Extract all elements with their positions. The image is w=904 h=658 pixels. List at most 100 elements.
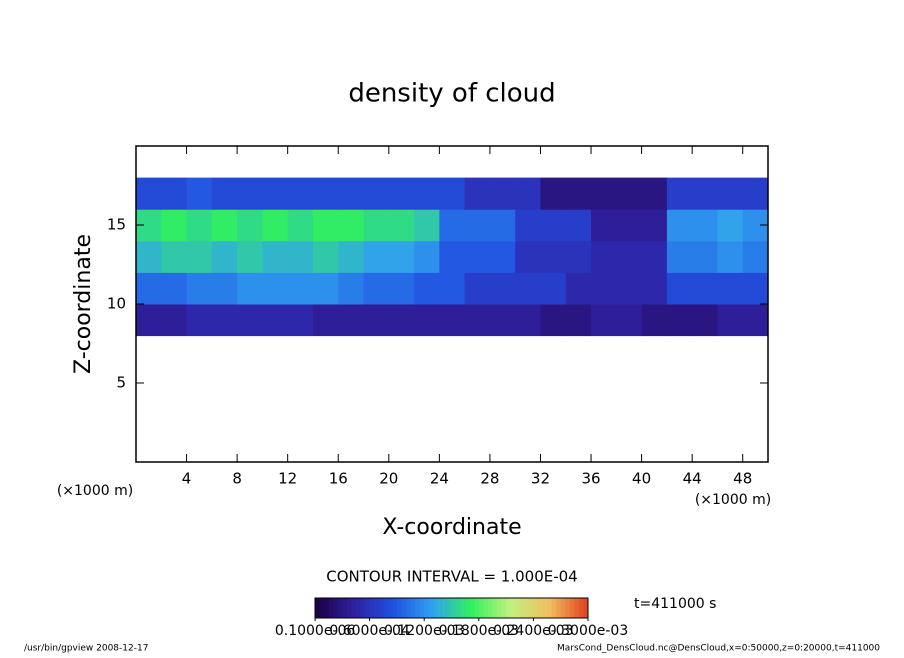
y-axis-label: Z-coordinate xyxy=(71,234,96,374)
x-tick-label: 20 xyxy=(379,470,398,488)
heat-cell xyxy=(439,209,466,242)
heat-cell xyxy=(641,304,668,337)
heat-cell xyxy=(388,240,415,273)
heat-cell xyxy=(388,177,415,210)
heat-cell xyxy=(489,240,516,273)
colorbar-swatch xyxy=(433,598,439,618)
heat-cell xyxy=(742,304,769,337)
heat-cell xyxy=(312,304,339,337)
x-tick-label: 36 xyxy=(581,470,600,488)
heat-cell xyxy=(186,177,213,210)
heat-cell xyxy=(464,209,491,242)
heat-cell xyxy=(414,209,440,242)
colorbar-swatch xyxy=(492,598,498,618)
colorbar-tick-label: 0.1800e-03 xyxy=(439,623,519,639)
x-tick-label: 32 xyxy=(531,470,550,488)
heat-cell xyxy=(287,177,314,210)
colorbar-swatch xyxy=(556,598,562,618)
contour-label: CONTOUR INTERVAL = 1.000E-04 xyxy=(326,568,577,586)
heat-cell xyxy=(414,177,440,210)
footer-left: /usr/bin/gpview 2008-12-17 xyxy=(24,644,148,654)
heat-cell xyxy=(591,240,617,273)
x-tick-label: 24 xyxy=(430,470,449,488)
heat-cell xyxy=(262,272,289,305)
heat-cell xyxy=(237,240,263,273)
colorbar-swatch xyxy=(396,598,402,618)
colorbar-swatch xyxy=(355,598,361,618)
colorbar-swatch xyxy=(551,598,557,618)
x-tick-label: 16 xyxy=(329,470,348,488)
heat-cell xyxy=(161,209,188,242)
heat-cell xyxy=(565,177,592,210)
heat-cell xyxy=(338,209,365,242)
x-tick-label: 44 xyxy=(683,470,702,488)
x-tick-label: 48 xyxy=(733,470,752,488)
colorbar-swatch xyxy=(469,598,475,618)
heat-cell xyxy=(692,177,718,210)
heat-cell xyxy=(262,209,289,242)
heat-cell xyxy=(262,240,289,273)
heat-cell xyxy=(439,304,466,337)
y-tick-label: 15 xyxy=(107,216,126,234)
heat-cell xyxy=(464,177,491,210)
heat-cell xyxy=(338,177,365,210)
heat-cell xyxy=(666,240,693,273)
chart-title: density of cloud xyxy=(348,79,555,109)
y-unit-label: (×1000 m) xyxy=(57,483,133,499)
colorbar-swatch xyxy=(528,598,534,618)
colorbar-swatch xyxy=(442,598,448,618)
heat-cell xyxy=(211,177,238,210)
heat-cell xyxy=(312,240,339,273)
colorbar-swatch xyxy=(578,598,584,618)
heat-cell xyxy=(515,209,541,242)
heat-cell xyxy=(692,304,718,337)
colorbar-swatch xyxy=(478,598,484,618)
heat-cell xyxy=(439,177,466,210)
colorbar-swatch xyxy=(456,598,462,618)
heat-cell xyxy=(641,209,668,242)
heat-cell xyxy=(186,272,213,305)
heat-cell xyxy=(666,209,693,242)
colorbar-swatch xyxy=(506,598,512,618)
heat-cell xyxy=(186,240,213,273)
colorbar-swatch xyxy=(497,598,503,618)
heat-cell xyxy=(363,272,390,305)
heat-cell xyxy=(211,209,238,242)
heat-cell xyxy=(515,177,541,210)
colorbar-swatch xyxy=(510,598,516,618)
heat-cell xyxy=(591,304,617,337)
heat-cell xyxy=(540,177,567,210)
colorbar-swatch xyxy=(365,598,371,618)
colorbar-swatch xyxy=(501,598,507,618)
colorbar-tick-label: 0.2400e-03 xyxy=(493,623,573,639)
time-label: t=411000 s xyxy=(634,596,716,612)
heat-cell xyxy=(666,304,693,337)
heat-cell xyxy=(136,304,162,337)
heat-cell xyxy=(161,177,188,210)
heat-cell xyxy=(717,240,744,273)
colorbar-swatch xyxy=(346,598,352,618)
heat-cell xyxy=(211,304,238,337)
heat-cell xyxy=(616,177,643,210)
heat-cell xyxy=(515,304,541,337)
heat-cell xyxy=(414,272,440,305)
heat-cell xyxy=(262,304,289,337)
heat-cell xyxy=(717,304,744,337)
colorbar-swatch xyxy=(542,598,548,618)
heat-cell xyxy=(287,304,314,337)
colorbar-swatch xyxy=(415,598,421,618)
heat-cell xyxy=(237,209,263,242)
colorbar-swatch xyxy=(383,598,389,618)
colorbar-swatch xyxy=(446,598,452,618)
heat-cell xyxy=(338,272,365,305)
colorbar-swatch xyxy=(401,598,407,618)
heat-cell xyxy=(186,304,213,337)
x-tick-label: 28 xyxy=(480,470,499,488)
colorbar-swatch xyxy=(565,598,571,618)
heat-cell xyxy=(717,272,744,305)
heat-cell xyxy=(489,304,516,337)
heat-cell xyxy=(616,240,643,273)
colorbar-swatch xyxy=(451,598,457,618)
heat-cell xyxy=(616,304,643,337)
